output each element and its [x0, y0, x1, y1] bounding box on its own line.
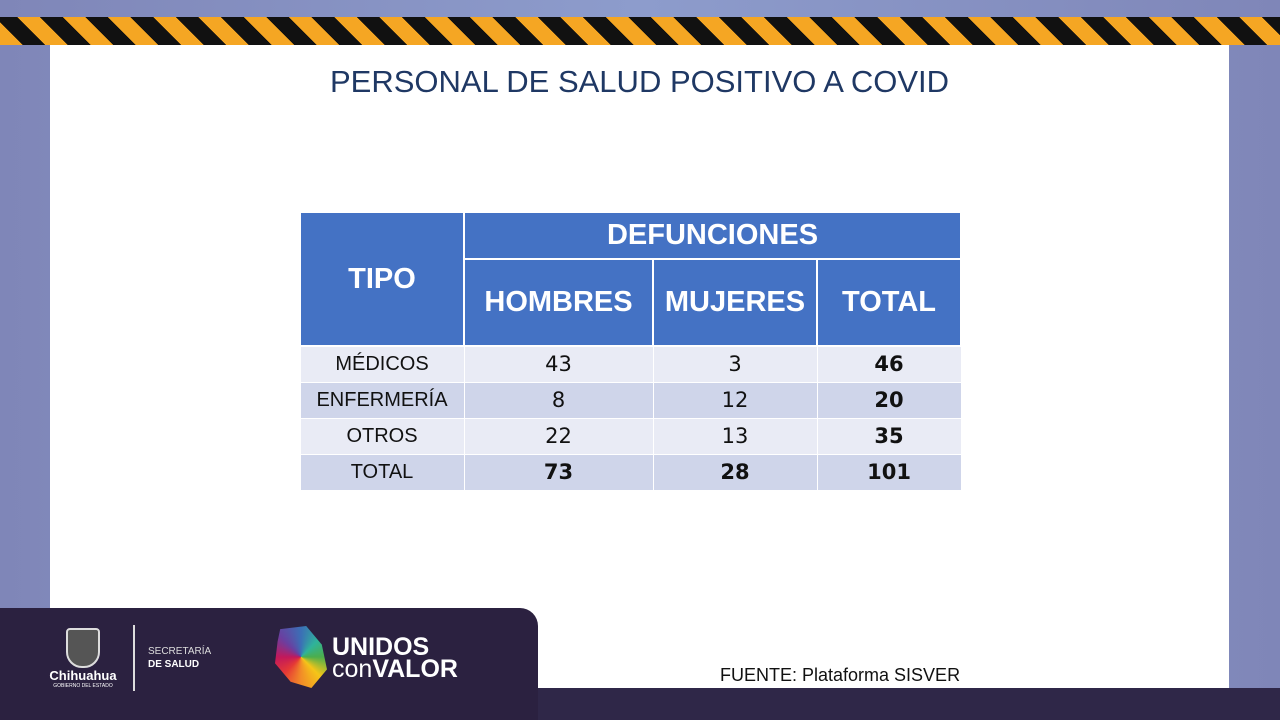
header-mujeres: MUJERES — [652, 258, 818, 347]
table-row-total: TOTAL 73 28 101 — [299, 453, 962, 491]
page-title: PERSONAL DE SALUD POSITIVO A COVID — [329, 64, 950, 99]
caution-stripe — [0, 17, 1280, 45]
campaign-con: con — [332, 655, 373, 683]
source-note: FUENTE: Plataforma SISVER — [720, 665, 961, 685]
secretaria-logo: SECRETARÍA DE SALUD — [148, 645, 211, 671]
cell-tipo: MÉDICOS — [299, 345, 465, 383]
header-defunciones: DEFUNCIONES — [462, 211, 963, 260]
cell-mujeres: 13 — [652, 417, 818, 455]
cell-tipo: ENFERMERÍA — [299, 381, 465, 419]
cell-mujeres: 28 — [652, 453, 818, 491]
secretaria-line2: DE SALUD — [148, 659, 200, 670]
cell-tipo: OTROS — [299, 417, 465, 455]
header-hombres: HOMBRES — [463, 258, 654, 347]
cell-mujeres: 3 — [652, 345, 818, 383]
cell-total: 101 — [816, 453, 962, 491]
cell-hombres: 73 — [463, 453, 654, 491]
cell-total: 35 — [816, 417, 962, 455]
cell-hombres: 43 — [463, 345, 654, 383]
cell-total: 46 — [816, 345, 962, 383]
table-row: ENFERMERÍA 8 12 20 — [299, 381, 962, 419]
header-tipo: TIPO — [299, 211, 465, 347]
cell-tipo: TOTAL — [299, 453, 465, 491]
table-row: OTROS 22 13 35 — [299, 417, 962, 455]
campaign-line1: UNIDOS — [332, 633, 430, 661]
cell-mujeres: 12 — [652, 381, 818, 419]
chihuahua-logo: Chihuahua GOBIERNO DEL ESTADO — [48, 628, 118, 689]
unidos-con-valor-logo: UNIDOS conVALOR — [332, 633, 458, 683]
secretaria-line1: SECRETARÍA — [148, 646, 212, 657]
cell-hombres: 8 — [463, 381, 654, 419]
covid-table: TIPO DEFUNCIONES HOMBRES MUJERES TOTAL M… — [299, 211, 963, 491]
campaign-valor: VALOR — [372, 655, 458, 683]
table-row: MÉDICOS 43 3 46 — [299, 345, 962, 383]
header-total: TOTAL — [815, 258, 963, 347]
cell-hombres: 22 — [463, 417, 654, 455]
divider — [133, 625, 135, 691]
cell-total: 20 — [816, 381, 962, 419]
gov-sub: GOBIERNO DEL ESTADO — [53, 683, 113, 689]
gov-name: Chihuahua — [49, 668, 117, 683]
shield-icon — [66, 628, 100, 668]
